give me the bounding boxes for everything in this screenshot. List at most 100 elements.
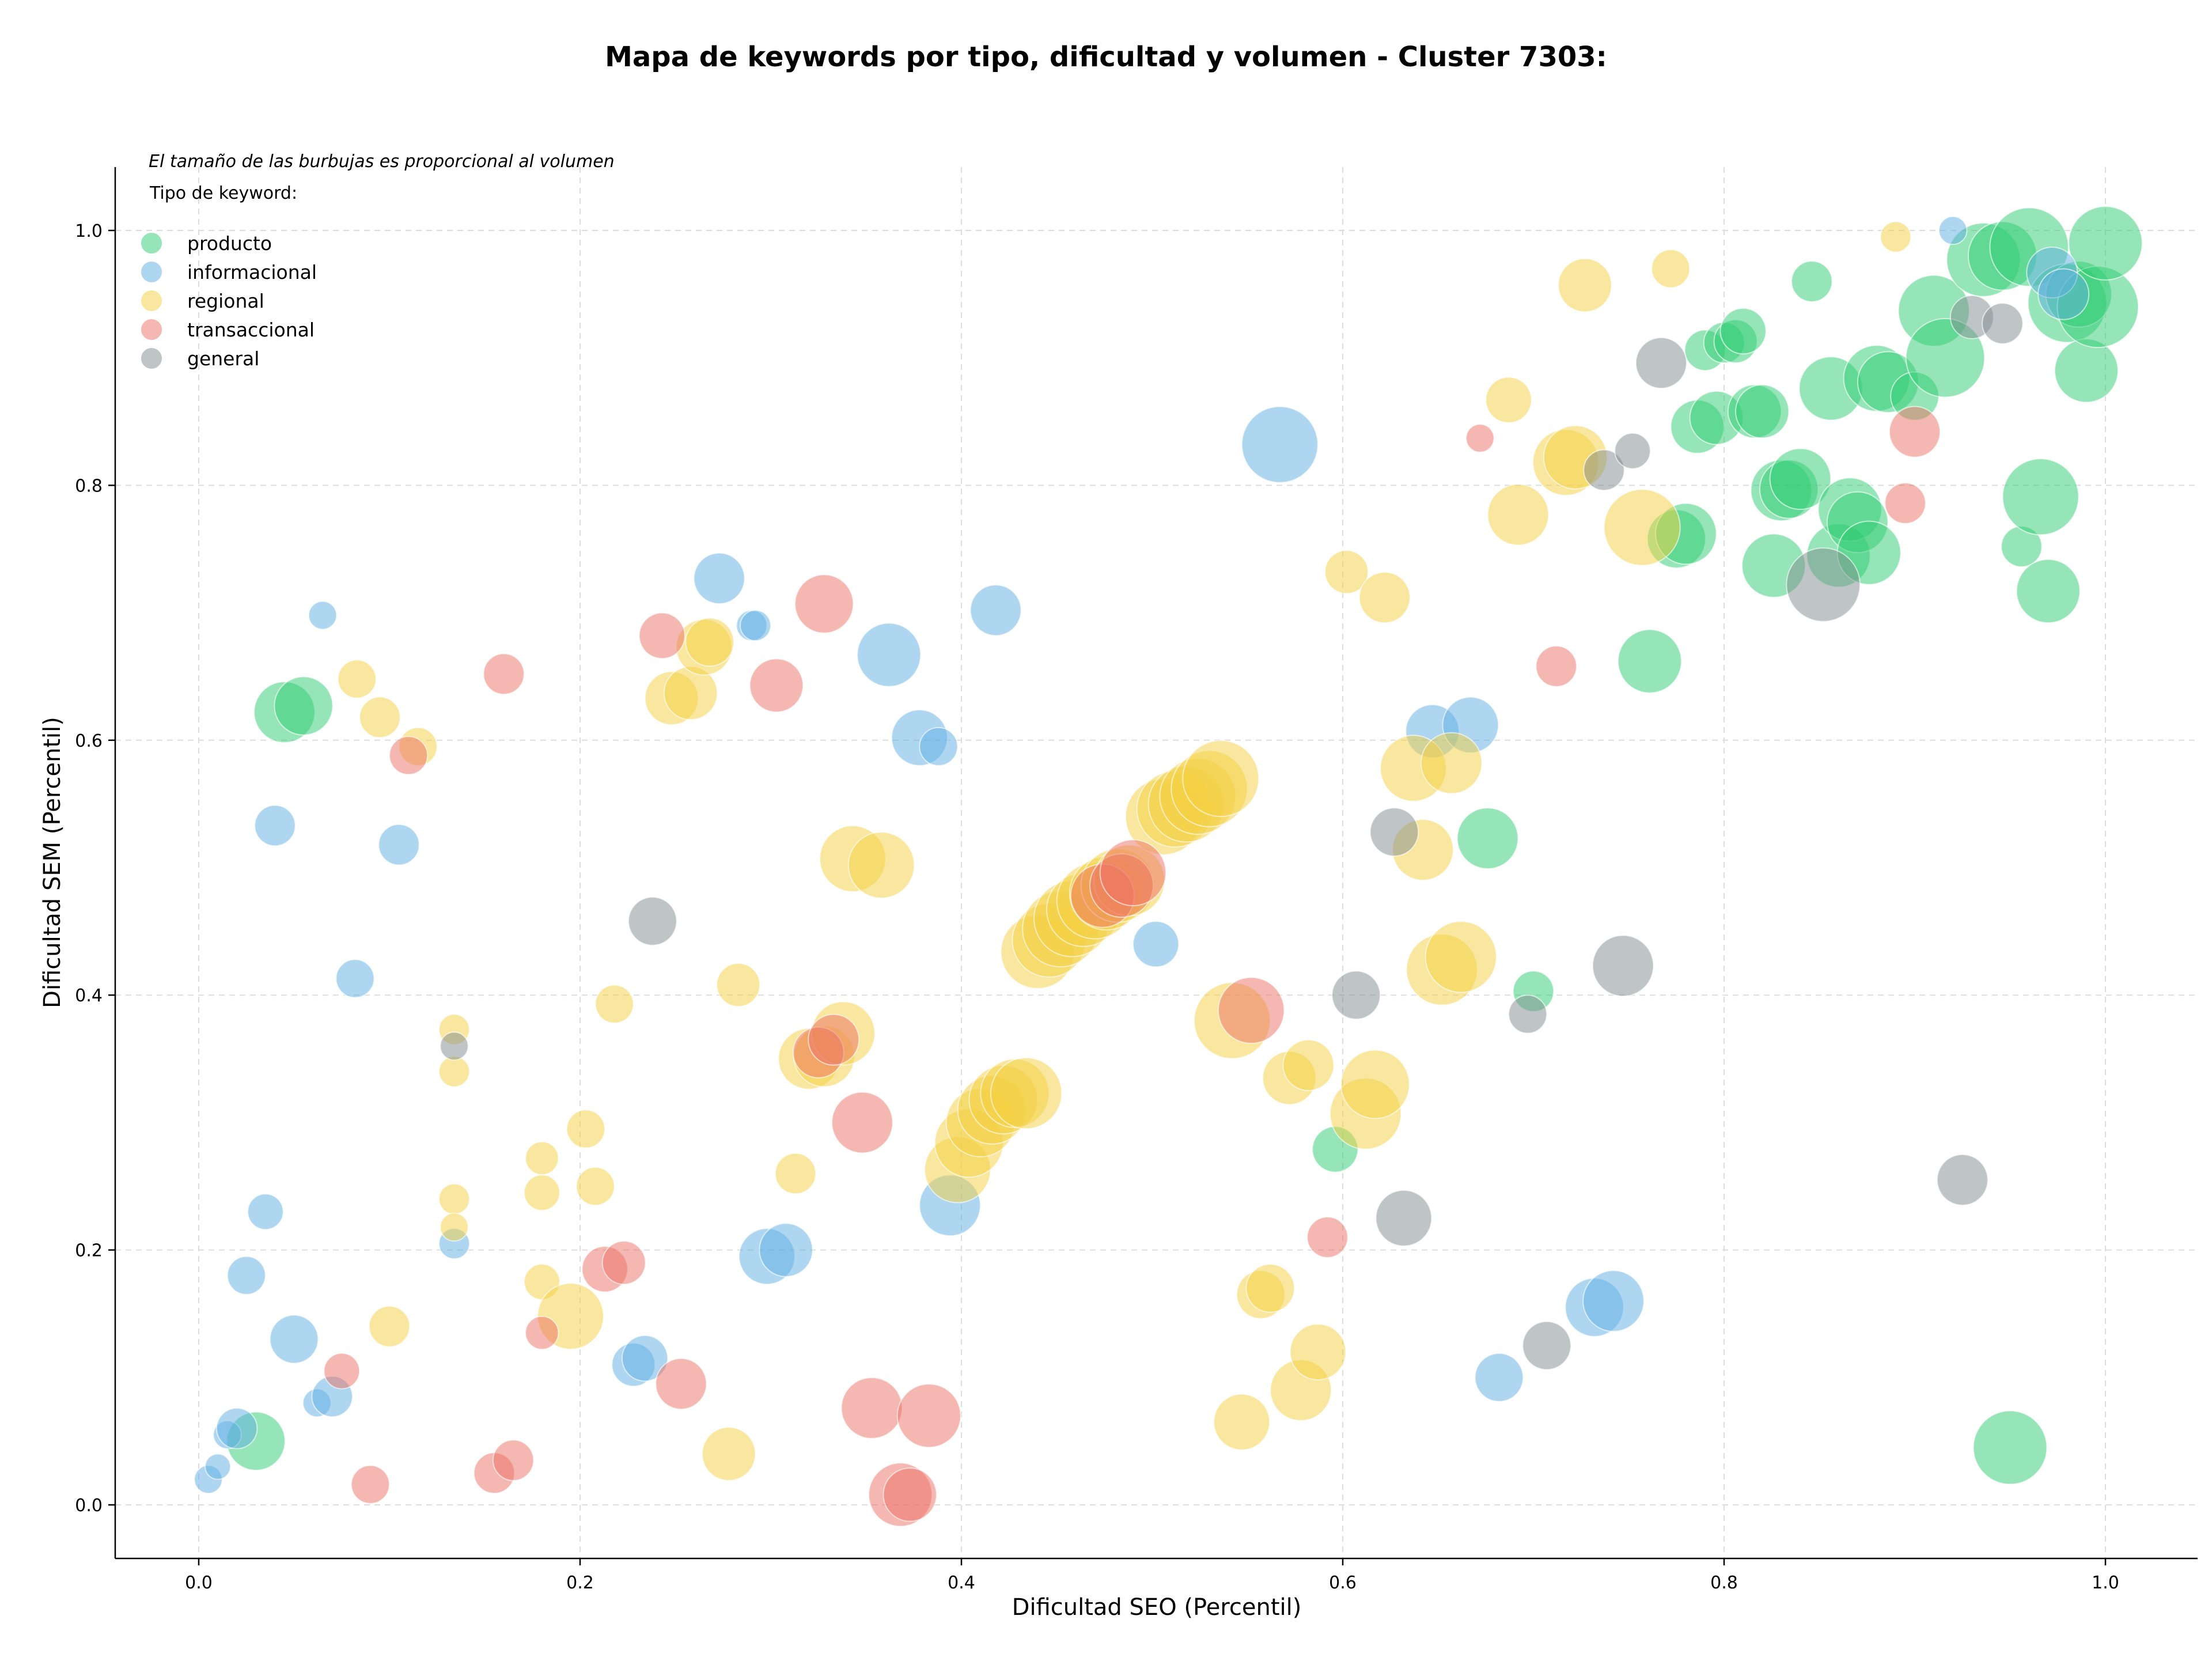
bubble-general xyxy=(1614,432,1651,470)
bubble-informacional xyxy=(857,622,922,687)
bubble-informacional xyxy=(335,959,375,998)
bubble-transaccional xyxy=(638,612,685,660)
bubble-producto xyxy=(1617,629,1682,694)
bubble-informacional xyxy=(216,1408,258,1450)
bubble-informacional xyxy=(1938,215,1968,245)
legend-marker-regional xyxy=(140,289,163,312)
x-tick-label: 0.6 xyxy=(1329,1573,1357,1593)
bubble-producto xyxy=(2016,559,2081,623)
series-transaccional xyxy=(323,406,1941,1527)
y-tick-label: 0.0 xyxy=(75,1496,103,1516)
bubble-regional xyxy=(774,1152,817,1195)
bubble-regional xyxy=(359,696,401,739)
bubble-transaccional xyxy=(1217,977,1285,1044)
bubble-regional xyxy=(1340,1049,1410,1119)
x-tick-label: 0.0 xyxy=(185,1573,213,1593)
legend-label-producto: producto xyxy=(187,232,272,255)
bubble-producto xyxy=(2068,206,2143,281)
bubble-regional xyxy=(1880,221,1912,253)
legend-label-informacional: informacional xyxy=(187,261,317,283)
legend-note: El tamaño de las burbujas es proporciona… xyxy=(149,152,615,172)
bubble-regional xyxy=(1485,376,1532,423)
bubble-regional xyxy=(1358,572,1411,624)
bubble-informacional xyxy=(919,727,959,766)
y-tick-label: 0.6 xyxy=(75,731,103,751)
bubble-regional xyxy=(702,1427,756,1481)
bubble-regional xyxy=(566,1109,605,1149)
bubble-informacional xyxy=(1582,1270,1645,1332)
bubble-transaccional xyxy=(525,1315,559,1350)
bubble-regional xyxy=(438,1183,470,1215)
legend-label-transaccional: transaccional xyxy=(187,319,315,341)
bubble-general xyxy=(1583,449,1625,491)
y-tick-label: 0.4 xyxy=(75,986,103,1006)
bubble-regional xyxy=(990,1057,1063,1130)
series-regional xyxy=(337,221,1912,1481)
bubble-general xyxy=(1982,302,2024,345)
bubble-informacional xyxy=(969,584,1022,637)
bubble-regional xyxy=(594,984,634,1024)
bubble-transaccional xyxy=(1884,482,1926,524)
bubble-layer xyxy=(194,206,2143,1527)
bubble-transaccional xyxy=(808,1013,860,1066)
bubble-transaccional xyxy=(601,1240,646,1285)
bubble-transaccional xyxy=(840,1377,903,1439)
legend-title: Tipo de keyword: xyxy=(149,183,297,203)
y-tick-label: 1.0 xyxy=(75,221,103,241)
bubble-regional xyxy=(1420,732,1483,794)
bubble-regional xyxy=(847,831,915,899)
bubble-regional xyxy=(1651,249,1691,289)
bubble-informacional xyxy=(2037,268,2090,320)
bubble-transaccional xyxy=(655,1357,707,1410)
bubble-general xyxy=(1369,807,1419,857)
bubble-transaccional xyxy=(1099,839,1167,907)
x-tick-label: 0.8 xyxy=(1710,1573,1738,1593)
bubble-transaccional xyxy=(1535,645,1577,687)
y-axis-label: Dificultad SEM (Percentil) xyxy=(39,717,66,1008)
x-axis-label: Dificultad SEO (Percentil) xyxy=(1012,1594,1302,1621)
legend-items: producto informacional regional transaccion… xyxy=(140,232,317,370)
legend-marker-informacional xyxy=(140,260,163,283)
legend-marker-transaccional xyxy=(140,318,163,341)
bubble-general xyxy=(628,896,677,946)
legend-label-regional: regional xyxy=(187,290,264,312)
x-tick-label: 0.4 xyxy=(948,1573,975,1593)
bubble-producto xyxy=(1972,1410,2048,1485)
bubble-transaccional xyxy=(389,736,429,775)
bubble-regional xyxy=(1324,550,1369,595)
bubble-informacional xyxy=(1474,1353,1524,1402)
bubble-transaccional xyxy=(896,1383,961,1448)
bubble-transaccional xyxy=(350,1465,390,1504)
bubble-regional xyxy=(368,1306,411,1348)
axes xyxy=(114,167,2198,1560)
bubble-general xyxy=(1635,337,1687,389)
bubble-transaccional xyxy=(492,1439,535,1481)
bubble-informacional xyxy=(226,1255,266,1295)
legend-marker-general xyxy=(140,347,163,370)
bubble-general xyxy=(1331,970,1381,1020)
bubble-informacional xyxy=(308,600,338,630)
bubble-producto xyxy=(2002,458,2080,536)
bubble-general xyxy=(440,1031,469,1061)
bubble-transaccional xyxy=(323,1352,361,1390)
bubble-regional xyxy=(440,1212,469,1242)
bubble-regional xyxy=(1603,489,1681,566)
bubble-informacional xyxy=(254,804,296,847)
bubble-producto xyxy=(1719,308,1767,355)
bubble-regional xyxy=(1182,740,1260,818)
bubble-producto xyxy=(1905,318,1986,398)
bubble-regional xyxy=(438,1055,470,1088)
bubble-producto xyxy=(1769,448,1832,510)
bubble-general xyxy=(1522,1321,1571,1371)
bubble-transaccional xyxy=(831,1091,893,1154)
bubble-regional xyxy=(1282,1039,1335,1091)
bubble-regional xyxy=(1558,258,1612,313)
bubble-general xyxy=(1592,934,1654,997)
bubble-producto xyxy=(1456,807,1519,869)
bubble-informacional xyxy=(621,1335,669,1382)
bubble-general xyxy=(1936,1153,1988,1206)
y-tick-label: 0.2 xyxy=(75,1241,103,1261)
legend-marker-producto xyxy=(140,232,163,255)
bubble-regional xyxy=(1289,1323,1347,1381)
bubble-informacional xyxy=(693,552,745,604)
